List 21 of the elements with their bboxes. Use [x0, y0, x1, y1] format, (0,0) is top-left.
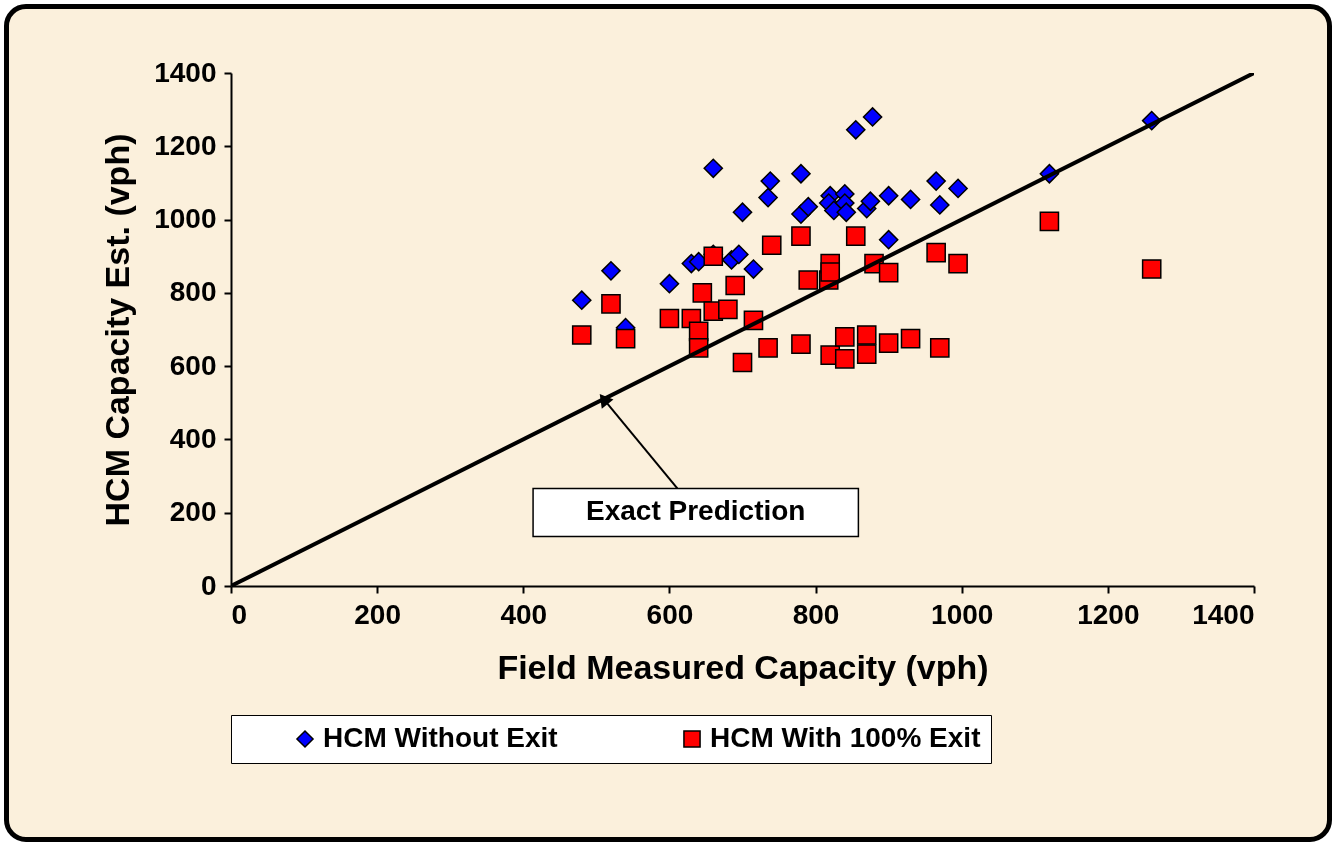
annotation: Exact Prediction — [586, 495, 806, 527]
y-tick-label: 1000 — [154, 203, 217, 235]
x-axis-title: Field Measured Capacity (vph) — [497, 647, 989, 686]
x-tick-label: 400 — [500, 598, 548, 630]
legend-label: HCM With 100% Exit — [710, 722, 981, 753]
y-tick-label: 0 — [200, 569, 217, 601]
y-tick-label: 800 — [169, 276, 217, 308]
x-tick-label: 800 — [792, 598, 840, 630]
x-tick-label: 1400 — [1192, 598, 1255, 630]
x-tick-label: 1200 — [1077, 598, 1140, 630]
y-axis-title: HCM Capacity Est. (vph) — [98, 133, 137, 527]
y-tick-label: 400 — [169, 422, 217, 454]
legend-label: HCM Without Exit — [323, 722, 558, 753]
x-tick-label: 200 — [354, 598, 401, 630]
x-tick-label: 1000 — [931, 598, 994, 630]
y-tick-label: 200 — [169, 496, 217, 528]
x-tick-label: 0 — [231, 598, 248, 630]
y-tick-label: 600 — [169, 349, 217, 381]
y-tick-label: 1200 — [154, 129, 217, 161]
y-tick-label: 1400 — [154, 56, 217, 88]
x-tick-label: 600 — [646, 598, 694, 630]
